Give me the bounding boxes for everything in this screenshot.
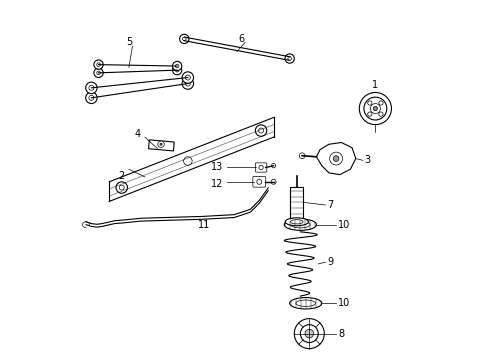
Circle shape xyxy=(333,156,339,161)
Circle shape xyxy=(175,64,179,68)
Ellipse shape xyxy=(284,219,317,230)
Circle shape xyxy=(182,37,186,41)
Circle shape xyxy=(158,141,164,148)
Circle shape xyxy=(97,71,100,75)
Circle shape xyxy=(257,179,262,184)
Circle shape xyxy=(379,112,383,116)
Circle shape xyxy=(89,95,94,100)
Circle shape xyxy=(370,104,380,113)
Circle shape xyxy=(271,163,276,168)
Circle shape xyxy=(364,97,387,120)
FancyBboxPatch shape xyxy=(255,163,267,172)
Circle shape xyxy=(294,319,324,348)
Circle shape xyxy=(259,165,263,170)
Circle shape xyxy=(259,128,264,133)
Circle shape xyxy=(180,34,189,44)
Bar xyxy=(148,140,174,151)
Circle shape xyxy=(160,143,162,145)
Circle shape xyxy=(89,85,94,90)
Text: 10: 10 xyxy=(338,298,350,308)
Text: 6: 6 xyxy=(238,34,245,44)
Text: 7: 7 xyxy=(327,200,333,210)
Circle shape xyxy=(368,112,372,116)
Circle shape xyxy=(299,153,305,158)
Polygon shape xyxy=(317,143,356,175)
Text: 8: 8 xyxy=(338,329,344,339)
Text: 1: 1 xyxy=(372,80,378,90)
Text: 12: 12 xyxy=(211,179,223,189)
Ellipse shape xyxy=(285,218,308,226)
Circle shape xyxy=(172,66,182,75)
Ellipse shape xyxy=(290,297,322,309)
Circle shape xyxy=(255,125,267,136)
Circle shape xyxy=(373,107,377,111)
Circle shape xyxy=(94,60,103,69)
Text: 9: 9 xyxy=(327,257,333,267)
Text: 5: 5 xyxy=(126,37,132,48)
Circle shape xyxy=(116,182,127,193)
Circle shape xyxy=(271,179,276,184)
Circle shape xyxy=(185,75,190,80)
Circle shape xyxy=(368,101,372,105)
Text: 3: 3 xyxy=(365,156,371,165)
Circle shape xyxy=(97,63,100,66)
Circle shape xyxy=(182,72,194,83)
Circle shape xyxy=(305,329,314,338)
Circle shape xyxy=(300,325,318,342)
Circle shape xyxy=(119,185,124,190)
Circle shape xyxy=(182,78,194,89)
Circle shape xyxy=(285,54,294,63)
Circle shape xyxy=(185,81,190,86)
Ellipse shape xyxy=(296,300,316,306)
Circle shape xyxy=(330,152,343,165)
FancyBboxPatch shape xyxy=(253,176,266,187)
Text: 10: 10 xyxy=(338,220,350,230)
Text: 2: 2 xyxy=(119,171,125,181)
Circle shape xyxy=(172,62,182,71)
Bar xyxy=(291,187,303,217)
Circle shape xyxy=(359,93,392,125)
Circle shape xyxy=(175,68,179,72)
Text: 13: 13 xyxy=(211,162,223,172)
Circle shape xyxy=(184,157,192,165)
Text: 4: 4 xyxy=(135,129,141,139)
Circle shape xyxy=(86,82,97,94)
Circle shape xyxy=(379,101,383,105)
Ellipse shape xyxy=(291,220,303,224)
Ellipse shape xyxy=(291,221,310,228)
Circle shape xyxy=(94,68,103,77)
Circle shape xyxy=(288,57,292,60)
Text: 11: 11 xyxy=(198,220,210,230)
Circle shape xyxy=(86,92,97,104)
